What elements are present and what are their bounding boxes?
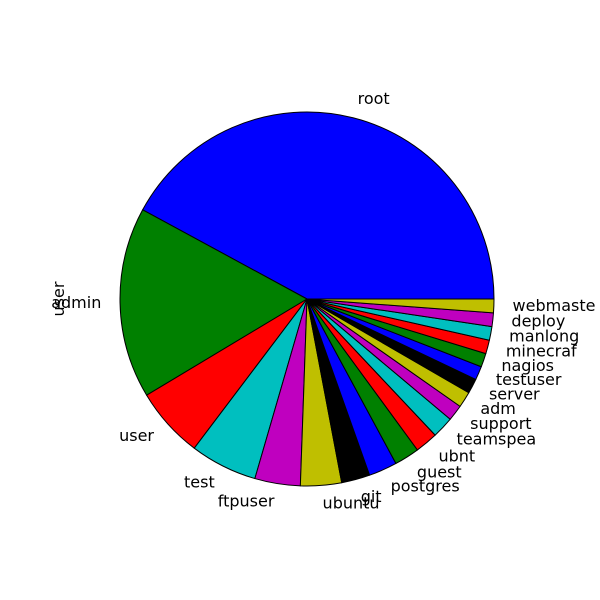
slice-label-guest: guest [417,462,462,481]
slice-label-postgres: postgres [391,476,460,495]
slice-label-testuser: testuser [496,370,562,389]
slice-label-root: root [358,89,390,108]
slice-label-adm: adm [480,399,516,418]
slice-label-deploy: deploy [511,311,565,330]
slice-label-ubnt: ubnt [438,447,475,466]
slice-label-test: test [184,472,215,491]
slice-label-minecraf: minecraf [506,341,577,360]
slice-label-webmaste: webmaste [513,296,596,315]
slice-label-admin: admin [51,293,101,312]
pie-slice-admin [119,209,308,396]
slice-label-manlong: manlong [509,326,579,345]
slice-label-support: support [470,414,531,433]
slice-label-ubuntu: ubuntu [323,494,380,513]
y-axis-label: user [49,281,68,316]
slice-label-nagios: nagios [501,356,554,375]
slice-label-teamspea: teamspea [457,430,537,449]
slice-label-server: server [489,384,540,403]
slices-layer [119,111,495,487]
slice-label-git: git [361,487,382,506]
slice-label-user: user [119,426,154,445]
pie-slice-root [142,111,495,300]
slice-label-ftpuser: ftpuser [218,492,275,511]
pie-slice-webmaste [306,298,495,314]
